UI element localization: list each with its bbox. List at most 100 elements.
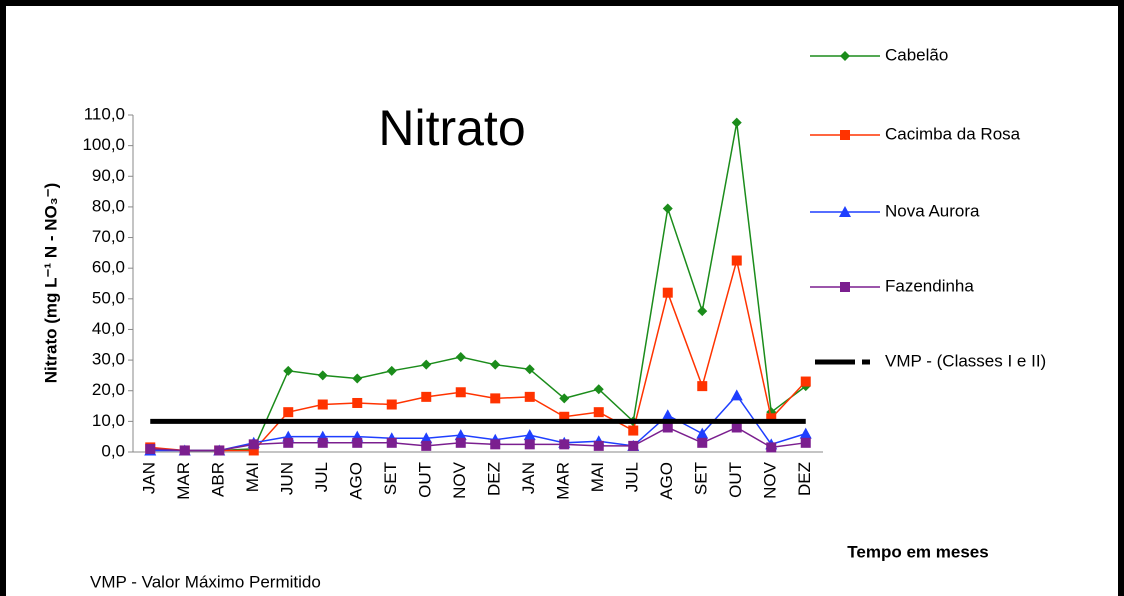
marker [283,437,294,448]
marker [248,445,259,456]
marker [593,440,604,451]
y-tick-label: 100,0 [82,135,125,154]
marker [697,306,708,317]
legend-label: Cacimba da Rosa [885,124,1021,143]
footnote: VMP - Valor Máximo Permitido [90,572,321,591]
marker [283,365,294,376]
marker [283,407,294,418]
marker [559,439,570,450]
marker [352,373,363,384]
y-tick-label: 50,0 [92,288,125,307]
marker [524,439,535,450]
marker [799,427,812,439]
marker [766,442,777,453]
y-axis-title: Nitrato (mg L⁻¹ N - NO₃⁻) [41,183,60,384]
marker [214,445,225,456]
x-tick-label: AGO [657,462,676,500]
x-tick-label: SET [692,462,711,495]
y-tick-label: 80,0 [92,196,125,215]
x-tick-label: JUN [278,462,297,495]
marker [696,427,709,439]
x-tick-label: MAI [243,462,262,492]
marker [628,425,639,436]
marker [317,370,328,381]
x-tick-label: DEZ [795,462,814,496]
legend-label: Fazendinha [885,276,974,295]
marker [179,445,190,456]
marker [840,282,850,292]
marker [490,359,501,370]
marker [352,397,363,408]
marker [697,437,708,448]
marker [145,443,156,454]
x-tick-label: MAR [554,462,573,500]
x-tick-label: ABR [209,462,228,497]
marker [559,393,570,404]
legend-label: Nova Aurora [885,201,980,220]
marker [593,407,604,418]
marker [559,411,570,422]
marker [455,437,466,448]
y-tick-label: 110,0 [84,104,125,123]
x-tick-label: MAI [588,462,607,492]
marker [317,399,328,410]
marker [593,384,604,395]
x-tick-label: JAN [519,462,538,494]
y-tick-label: 0,0 [101,441,125,460]
marker [662,203,673,214]
marker [840,130,850,140]
marker [386,399,397,410]
x-tick-label: JUL [623,462,642,492]
marker [421,391,432,402]
y-tick-label: 10,0 [92,411,125,430]
marker [800,437,811,448]
x-tick-label: MAR [174,462,193,500]
x-tick-label: DEZ [485,462,504,496]
y-tick-label: 90,0 [92,166,125,185]
marker [731,255,742,266]
y-tick-label: 60,0 [92,258,125,277]
marker [455,387,466,398]
y-tick-label: 20,0 [92,380,125,399]
x-tick-label: NOV [761,461,780,499]
series-line [150,426,806,452]
marker [386,437,397,448]
marker [421,359,432,370]
marker [697,381,708,392]
legend-label: VMP - (Classes I e II) [885,351,1046,370]
marker [386,365,397,376]
x-tick-label: JAN [140,462,159,494]
marker [523,429,536,441]
chart-title: Nitrato [378,100,525,156]
marker [731,117,742,128]
marker [352,437,363,448]
marker [420,432,433,444]
x-axis-title: Tempo em meses [847,542,988,561]
marker [524,391,535,402]
marker [662,422,673,433]
marker [490,393,501,404]
marker [317,437,328,448]
marker [248,439,259,450]
series-line [150,394,806,452]
marker [731,422,742,433]
x-tick-label: AGO [347,462,366,500]
marker [628,440,639,451]
x-tick-label: OUT [416,462,435,498]
marker [661,409,674,421]
marker [421,440,432,451]
marker [800,376,811,387]
marker [730,389,743,401]
y-tick-label: 30,0 [92,350,125,369]
marker [766,413,777,424]
y-tick-label: 40,0 [92,319,125,338]
x-tick-label: OUT [726,462,745,498]
x-tick-label: NOV [450,461,469,499]
series-line [150,122,807,452]
marker [662,287,673,298]
marker [840,51,850,61]
marker [490,439,501,450]
marker [454,429,467,441]
